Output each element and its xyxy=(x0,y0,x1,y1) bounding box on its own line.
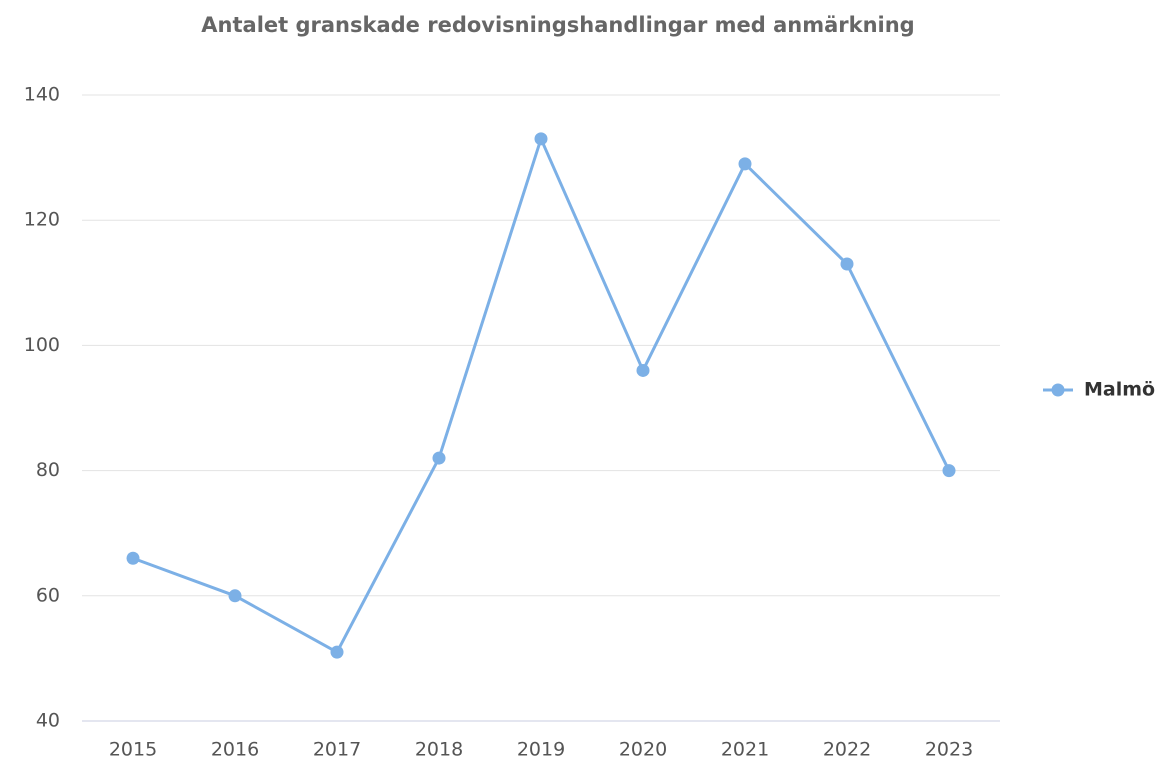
chart-title: Antalet granskade redovisningshandlingar… xyxy=(201,13,914,37)
x-tick-label: 2018 xyxy=(415,739,463,761)
data-point xyxy=(636,363,650,377)
y-tick-label: 60 xyxy=(36,584,60,606)
legend-marker xyxy=(1051,383,1065,397)
legend-label: Malmö xyxy=(1084,379,1155,401)
x-tick-label: 2021 xyxy=(721,739,769,761)
x-tick-label: 2015 xyxy=(109,739,157,761)
data-point xyxy=(840,257,854,271)
data-point xyxy=(942,464,956,478)
y-tick-label: 140 xyxy=(24,84,60,106)
data-point xyxy=(534,132,548,146)
x-tick-label: 2020 xyxy=(619,739,667,761)
y-tick-label: 40 xyxy=(36,710,60,732)
y-tick-label: 100 xyxy=(24,334,60,356)
x-tick-label: 2022 xyxy=(823,739,871,761)
y-tick-label: 80 xyxy=(36,459,60,481)
data-point xyxy=(432,451,446,465)
data-point xyxy=(228,589,242,603)
x-tick-label: 2017 xyxy=(313,739,361,761)
x-tick-label: 2016 xyxy=(211,739,259,761)
x-tick-label: 2019 xyxy=(517,739,565,761)
y-tick-label: 120 xyxy=(24,209,60,231)
data-point xyxy=(738,157,752,171)
data-point xyxy=(126,551,140,565)
x-tick-label: 2023 xyxy=(925,739,973,761)
data-point xyxy=(330,645,344,659)
series-line xyxy=(132,134,951,655)
